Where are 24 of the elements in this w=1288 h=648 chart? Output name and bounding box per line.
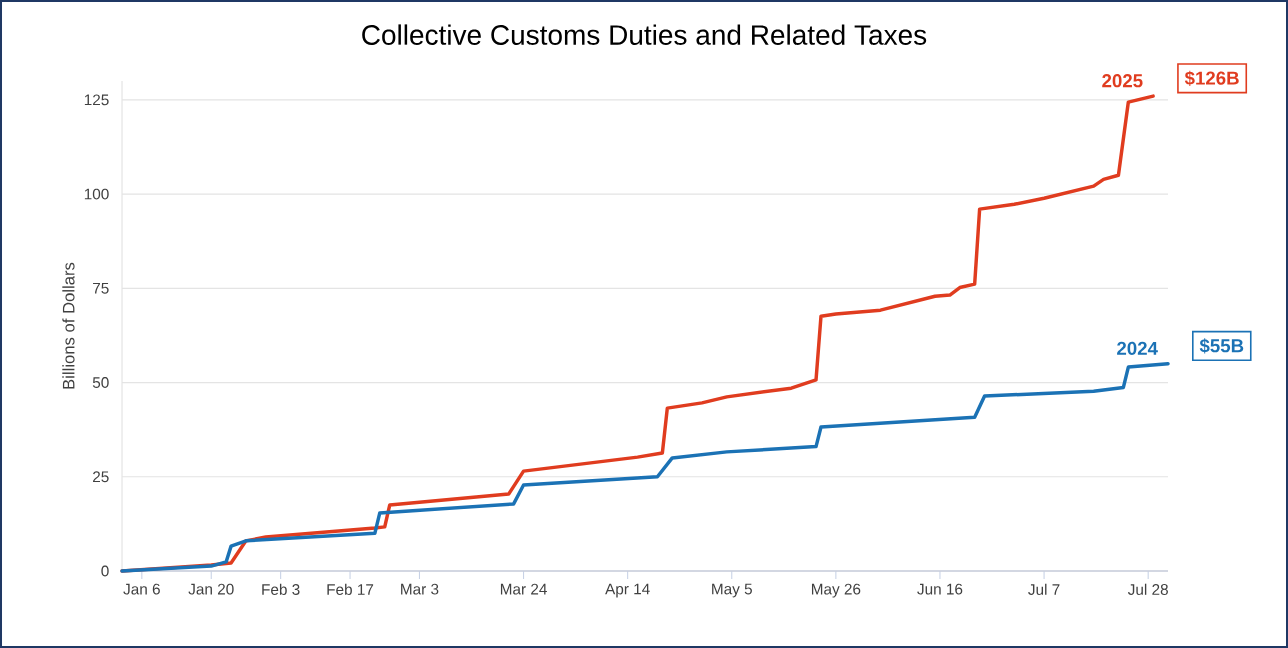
y-tick-label: 0: [101, 565, 109, 577]
x-tick-label: Jul 7: [1028, 583, 1060, 595]
x-tick-label: Feb 3: [262, 583, 300, 595]
x-tick-label: May 5: [712, 583, 752, 598]
x-tick-label: Mar 24: [500, 583, 547, 595]
x-tick-label: May 26: [811, 583, 861, 598]
x-tick-label: Apr 14: [605, 583, 650, 598]
x-tick-label: Jan 6: [123, 583, 160, 595]
y-tick-label: 25: [93, 471, 109, 483]
x-tick-label: Jul 28: [1127, 583, 1168, 595]
legend-label: 2024: [1117, 341, 1158, 355]
legend-label: 2025: [1102, 74, 1143, 88]
y-axis-title: Billions of Dollars: [62, 262, 75, 389]
y-tick-label: 125: [84, 94, 109, 106]
y-tick-label: 100: [84, 188, 109, 200]
x-tick-label: Jan 20: [188, 583, 234, 595]
y-tick-label: 50: [92, 377, 109, 388]
x-tick-label: Jun 16: [917, 583, 963, 595]
annotation: $55B: [1199, 338, 1244, 354]
x-tick-label: Mar 3: [401, 583, 439, 595]
chart-title: Collective Customs Duties and Related Taxes: [362, 24, 927, 45]
annotation: $126B: [1184, 70, 1239, 86]
y-tick-label: 75: [93, 282, 109, 294]
x-tick-label: Feb 17: [327, 583, 374, 595]
